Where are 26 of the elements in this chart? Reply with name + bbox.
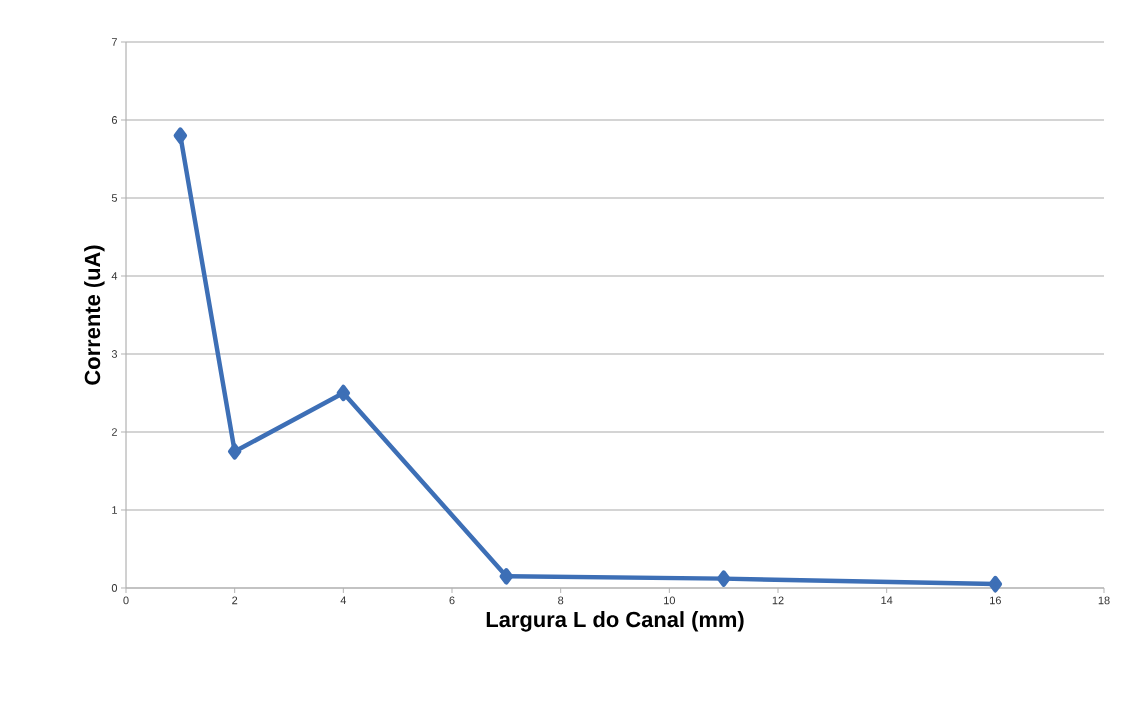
x-tick-label: 16 — [990, 596, 1001, 605]
y-tick-label: 3 — [111, 350, 117, 358]
point — [499, 568, 514, 585]
y-tick-label: 5 — [111, 194, 118, 202]
x-tick-label: 8 — [558, 596, 564, 605]
y-axis-title: Corrente (uA) — [84, 245, 105, 385]
x-tick-label: 6 — [449, 596, 455, 605]
point — [988, 575, 1003, 593]
y-tick-label: 1 — [112, 506, 117, 514]
y-tick-label: 4 — [111, 272, 118, 280]
point — [227, 443, 242, 460]
x-tick-label: 14 — [881, 596, 893, 605]
y-tick-label: 2 — [111, 428, 117, 436]
y-tick-label: 0 — [111, 584, 118, 592]
point — [336, 384, 351, 402]
x-tick-label: 12 — [772, 596, 784, 605]
point — [173, 127, 188, 144]
x-tick-label: 18 — [1098, 596, 1110, 605]
y-tick-label: 6 — [111, 116, 117, 124]
x-tick-label: 0 — [123, 596, 129, 605]
x-axis-title: Largura L do Canal (mm) — [486, 611, 744, 632]
y-tick-label: 7 — [111, 38, 117, 46]
x-tick-label: 10 — [664, 596, 675, 605]
point — [716, 570, 731, 587]
x-tick-label: 4 — [340, 596, 347, 605]
x-tick-label: 2 — [232, 596, 238, 605]
